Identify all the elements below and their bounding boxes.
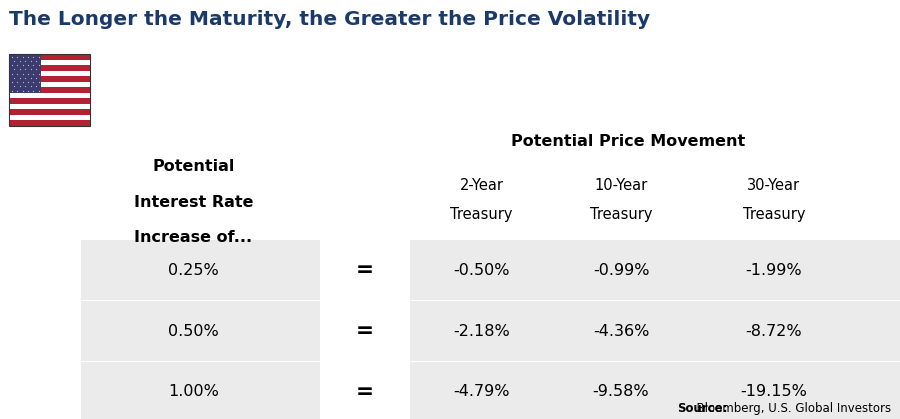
Text: -4.36%: -4.36% bbox=[593, 323, 649, 339]
Text: The Longer the Maturity, the Greater the Price Volatility: The Longer the Maturity, the Greater the… bbox=[9, 10, 650, 29]
Bar bbox=[9, 104, 90, 109]
Bar bbox=[81, 301, 320, 361]
Text: 2-Year: 2-Year bbox=[460, 178, 503, 193]
Bar bbox=[81, 362, 320, 419]
Text: Source:: Source: bbox=[678, 402, 728, 415]
Bar bbox=[9, 115, 90, 120]
Text: -2.18%: -2.18% bbox=[453, 323, 510, 339]
Bar bbox=[9, 109, 90, 115]
Bar bbox=[9, 87, 90, 93]
Bar bbox=[9, 120, 90, 126]
Bar bbox=[410, 301, 900, 361]
Bar bbox=[9, 54, 90, 126]
Bar bbox=[9, 54, 90, 60]
Text: 10-Year: 10-Year bbox=[594, 178, 648, 193]
Bar bbox=[410, 240, 900, 300]
Text: 0.25%: 0.25% bbox=[168, 263, 219, 278]
Bar bbox=[9, 54, 41, 93]
Text: =: = bbox=[356, 321, 373, 341]
Bar bbox=[9, 76, 90, 82]
Bar bbox=[9, 65, 90, 71]
Bar bbox=[9, 60, 90, 65]
Text: -8.72%: -8.72% bbox=[746, 323, 802, 339]
Text: Increase of...: Increase of... bbox=[134, 230, 253, 246]
Bar bbox=[9, 98, 90, 104]
Text: 1.00%: 1.00% bbox=[168, 384, 219, 399]
Text: Treasury: Treasury bbox=[590, 207, 652, 222]
Text: -0.50%: -0.50% bbox=[454, 263, 509, 278]
Text: Interest Rate: Interest Rate bbox=[134, 195, 253, 210]
Bar bbox=[9, 82, 90, 87]
Text: -0.99%: -0.99% bbox=[593, 263, 649, 278]
Text: =: = bbox=[356, 260, 373, 280]
Text: Potential Price Movement: Potential Price Movement bbox=[510, 134, 745, 149]
Text: -1.99%: -1.99% bbox=[746, 263, 802, 278]
Text: Treasury: Treasury bbox=[742, 207, 806, 222]
Bar bbox=[9, 93, 90, 98]
Bar bbox=[410, 362, 900, 419]
Text: Treasury: Treasury bbox=[450, 207, 513, 222]
Bar bbox=[9, 71, 90, 76]
Bar bbox=[81, 240, 320, 300]
Text: -19.15%: -19.15% bbox=[741, 384, 807, 399]
Text: -9.58%: -9.58% bbox=[593, 384, 649, 399]
Text: =: = bbox=[356, 382, 373, 402]
Text: -4.79%: -4.79% bbox=[454, 384, 509, 399]
Text: Potential: Potential bbox=[152, 159, 235, 174]
Text: Bloomberg, U.S. Global Investors: Bloomberg, U.S. Global Investors bbox=[688, 402, 891, 415]
Text: 30-Year: 30-Year bbox=[747, 178, 801, 193]
Text: 0.50%: 0.50% bbox=[168, 323, 219, 339]
